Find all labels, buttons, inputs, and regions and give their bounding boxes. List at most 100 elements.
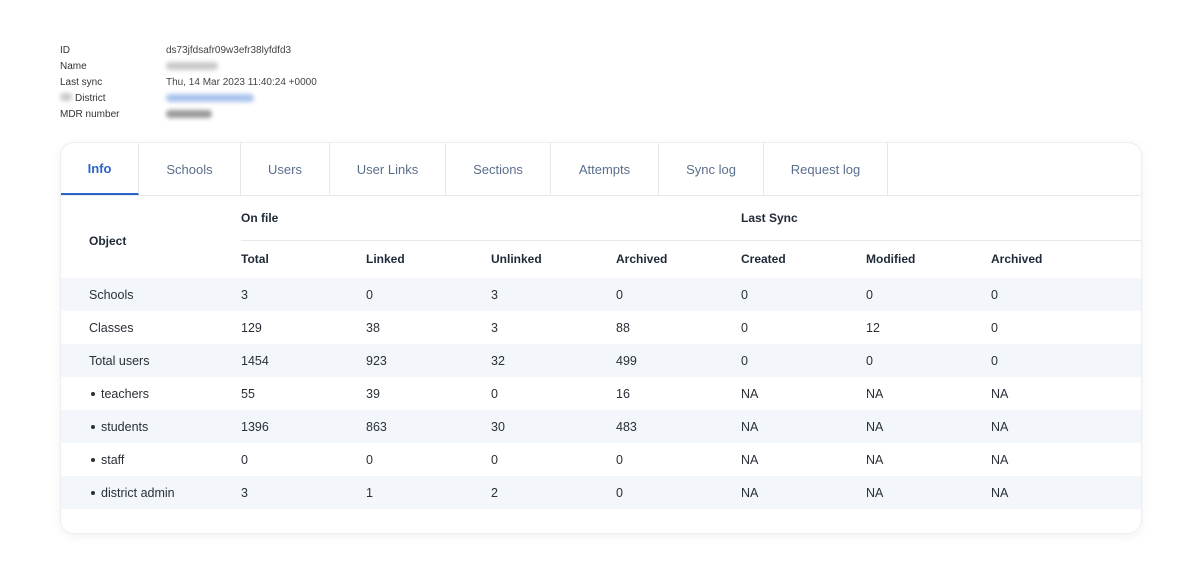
table-cell: 483 — [616, 419, 637, 434]
redacted-mdr-number — [166, 110, 212, 118]
table-cell: 0 — [366, 452, 373, 467]
table-body: Schools 3 0 3 0 0 0 0 Classes 129 38 3 88 0 12 0 Total u… — [61, 278, 1141, 509]
table-cell: 38 — [366, 320, 380, 335]
table-cell: 129 — [241, 320, 262, 335]
bullet-icon — [91, 424, 95, 429]
table-cell: NA — [991, 419, 1009, 434]
table-cell: 1396 — [241, 419, 269, 434]
table-cell: 0 — [616, 287, 623, 302]
table-cell: 55 — [241, 386, 255, 401]
table-cell: 0 — [491, 452, 498, 467]
table-cell: NA — [866, 452, 884, 467]
table-cell: 3 — [491, 320, 498, 335]
row-label-cell: students — [89, 410, 148, 443]
table-cell: NA — [991, 386, 1009, 401]
table-cell: 0 — [866, 287, 873, 302]
table-cell: 0 — [991, 287, 998, 302]
table-cell: 3 — [491, 287, 498, 302]
meta-key-last-sync: Last sync — [60, 76, 103, 88]
row-label: Classes — [89, 320, 134, 335]
tab-attempts[interactable]: Attempts — [551, 143, 659, 195]
tab-bar: Info Schools Users User Links Sections A… — [61, 143, 1141, 196]
table-row: Classes 129 38 3 88 0 12 0 — [61, 311, 1141, 344]
table-cell: NA — [866, 419, 884, 434]
table-cell: 16 — [616, 386, 630, 401]
row-label-cell: Total users — [89, 344, 149, 377]
table-cell: 499 — [616, 353, 637, 368]
row-label: district admin — [101, 485, 175, 500]
column-header-linked: Linked — [366, 252, 405, 266]
table-cell: 0 — [241, 452, 248, 467]
table-cell: 0 — [741, 320, 748, 335]
table-cell: 923 — [366, 353, 387, 368]
meta-row-id: ID ds73jfdsafr09w3efr38lyfdfd3 — [60, 42, 317, 58]
meta-key-id: ID — [60, 44, 70, 56]
table-cell: 863 — [366, 419, 387, 434]
table-cell: 32 — [491, 353, 505, 368]
table-row: Schools 3 0 3 0 0 0 0 — [61, 278, 1141, 311]
table-row: staff 0 0 0 0 NA NA NA — [61, 443, 1141, 476]
table-cell: 0 — [616, 485, 623, 500]
table-cell: 2 — [491, 485, 498, 500]
redacted-name — [166, 62, 218, 70]
table-cell: NA — [741, 419, 759, 434]
row-label: staff — [101, 452, 125, 467]
tab-user-links[interactable]: User Links — [330, 143, 446, 195]
table-cell: 88 — [616, 320, 630, 335]
table-cell: 0 — [366, 287, 373, 302]
column-header-modified: Modified — [866, 252, 916, 266]
column-header-created: Created — [741, 252, 786, 266]
meta-row-district: District — [60, 90, 317, 106]
meta-row-last-sync: Last sync Thu, 14 Mar 2023 11:40:24 +000… — [60, 74, 317, 90]
district-metadata: ID ds73jfdsafr09w3efr38lyfdfd3 Name Last… — [60, 42, 317, 122]
column-header-total: Total — [241, 252, 269, 266]
table-cell: NA — [991, 452, 1009, 467]
column-header-sync-archived: Archived — [991, 252, 1043, 266]
redacted-district-link[interactable] — [166, 94, 254, 102]
table-row: teachers 55 39 0 16 NA NA NA — [61, 377, 1141, 410]
table-cell: NA — [866, 386, 884, 401]
table-cell: 0 — [866, 353, 873, 368]
table-cell: 1 — [366, 485, 373, 500]
meta-key-name: Name — [60, 60, 87, 72]
table-cell: NA — [991, 485, 1009, 500]
table-cell: 12 — [866, 320, 880, 335]
tab-sections[interactable]: Sections — [446, 143, 551, 195]
table-cell: NA — [741, 386, 759, 401]
table-cell: NA — [866, 485, 884, 500]
row-label: Schools — [89, 287, 134, 302]
row-label-cell: Classes — [89, 311, 133, 344]
bullet-icon — [91, 457, 95, 462]
table-row: students 1396 863 30 483 NA NA NA — [61, 410, 1141, 443]
row-label: students — [101, 419, 149, 434]
table-cell: 1454 — [241, 353, 269, 368]
table-cell: 0 — [741, 353, 748, 368]
table-cell: 39 — [366, 386, 380, 401]
table-cell: 3 — [241, 287, 248, 302]
district-details-card: Info Schools Users User Links Sections A… — [60, 142, 1142, 534]
meta-value-id: ds73jfdsafr09w3efr38lyfdfd3 — [166, 44, 292, 56]
table-cell: NA — [741, 452, 759, 467]
tab-request-log[interactable]: Request log — [764, 143, 888, 195]
table-cell: 0 — [616, 452, 623, 467]
row-label-cell: staff — [89, 443, 124, 476]
group-header-last-sync: Last Sync — [741, 211, 798, 225]
row-label-cell: district admin — [89, 476, 175, 509]
row-label: Total users — [89, 353, 150, 368]
column-header-unlinked: Unlinked — [491, 252, 542, 266]
tab-info[interactable]: Info — [61, 143, 139, 195]
header-divider — [241, 240, 1141, 241]
tab-users[interactable]: Users — [241, 143, 330, 195]
row-label-cell: Schools — [89, 278, 133, 311]
meta-row-mdr: MDR number — [60, 106, 317, 122]
table-cell: 0 — [991, 353, 998, 368]
bullet-icon — [91, 391, 95, 396]
tab-sync-log[interactable]: Sync log — [659, 143, 764, 195]
row-label: teachers — [101, 386, 149, 401]
table-cell: 0 — [741, 287, 748, 302]
meta-key-district: District — [75, 92, 106, 104]
tab-schools[interactable]: Schools — [139, 143, 241, 195]
redacted-district-prefix — [60, 92, 72, 101]
table-cell: 30 — [491, 419, 505, 434]
table-cell: 0 — [991, 320, 998, 335]
